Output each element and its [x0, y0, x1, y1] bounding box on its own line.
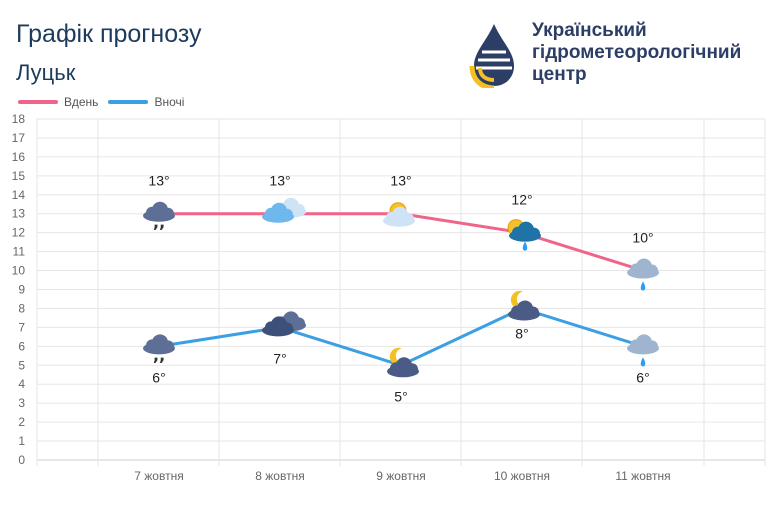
cloud-icon	[383, 206, 415, 227]
cloud-icon	[262, 316, 294, 337]
y-tick-label: 4	[18, 377, 25, 391]
raindrop-icon	[522, 241, 528, 251]
y-tick-label: 12	[12, 226, 26, 240]
y-tick-label: 10	[12, 264, 26, 278]
raindrop-icon	[640, 357, 646, 367]
y-tick-label: 3	[18, 396, 25, 410]
cloud-icon	[627, 334, 659, 355]
cloud-icon	[509, 221, 541, 242]
data-label: 6°	[636, 369, 649, 385]
legend-swatch-day	[18, 100, 58, 104]
logo: Український гідрометеорологічний центр	[468, 18, 768, 90]
moon-icon	[510, 290, 526, 309]
x-tick-label: 11 жовтня	[615, 469, 670, 483]
cloud-icon	[143, 201, 175, 222]
data-label: 13°	[148, 173, 169, 189]
legend-item-day[interactable]: Вдень	[18, 95, 98, 109]
x-tick-label: 10 жовтня	[494, 469, 550, 483]
cloud-icon	[143, 334, 175, 355]
data-label: 13°	[269, 173, 290, 189]
cloud-icon	[387, 357, 419, 378]
y-tick-label: 13	[12, 207, 26, 221]
data-label: 7°	[273, 350, 286, 366]
legend-swatch-night	[108, 100, 149, 104]
legend-label-day: Вдень	[64, 95, 99, 109]
legend-item-night[interactable]: Вночі	[108, 95, 184, 109]
y-tick-label: 18	[12, 112, 26, 126]
data-label: 10°	[632, 230, 653, 246]
x-tick-label: 7 жовтня	[134, 469, 183, 483]
y-tick-label: 14	[12, 188, 26, 202]
y-tick-label: 6	[18, 339, 25, 353]
y-tick-label: 11	[13, 245, 26, 259]
city-name: Луцьк	[16, 60, 76, 85]
moon-icon	[389, 347, 405, 366]
chart-title: Графік прогнозу	[16, 20, 202, 48]
data-label: 8°	[515, 325, 528, 341]
x-tick-label: 8 жовтня	[255, 469, 304, 483]
logo-line-1: Український	[532, 20, 647, 41]
legend-label-night: Вночі	[154, 95, 185, 109]
data-label: 13°	[390, 173, 411, 189]
x-tick-label: 9 жовтня	[376, 469, 425, 483]
y-tick-label: 17	[12, 131, 26, 145]
cloud-icon	[627, 258, 659, 279]
hydromet-logo-icon	[469, 24, 514, 88]
chart-legend: Вдень Вночі	[18, 95, 194, 109]
logo-text: Український гідрометеорологічний центр	[532, 20, 772, 86]
y-tick-label: 5	[18, 358, 25, 372]
y-tick-label: 9	[18, 283, 25, 297]
logo-line-3: центр	[532, 64, 587, 85]
cloud-icon	[262, 202, 294, 223]
data-label: 6°	[152, 369, 165, 385]
cloud-icon	[508, 300, 540, 321]
y-tick-label: 0	[18, 453, 25, 467]
y-tick-label: 15	[12, 169, 26, 183]
raindrop-icon	[640, 281, 646, 291]
drizzle-icon: ,,	[153, 213, 165, 232]
series-line-night	[158, 306, 644, 367]
y-tick-label: 1	[18, 434, 25, 448]
data-label: 5°	[394, 388, 407, 404]
y-tick-label: 16	[12, 150, 26, 164]
y-tick-label: 2	[18, 415, 25, 429]
y-tick-label: 8	[18, 301, 25, 315]
logo-line-2: гідрометеорологічний	[532, 42, 742, 63]
y-tick-label: 7	[18, 320, 25, 334]
data-label: 12°	[511, 192, 532, 208]
drizzle-icon: ,,	[153, 345, 165, 364]
